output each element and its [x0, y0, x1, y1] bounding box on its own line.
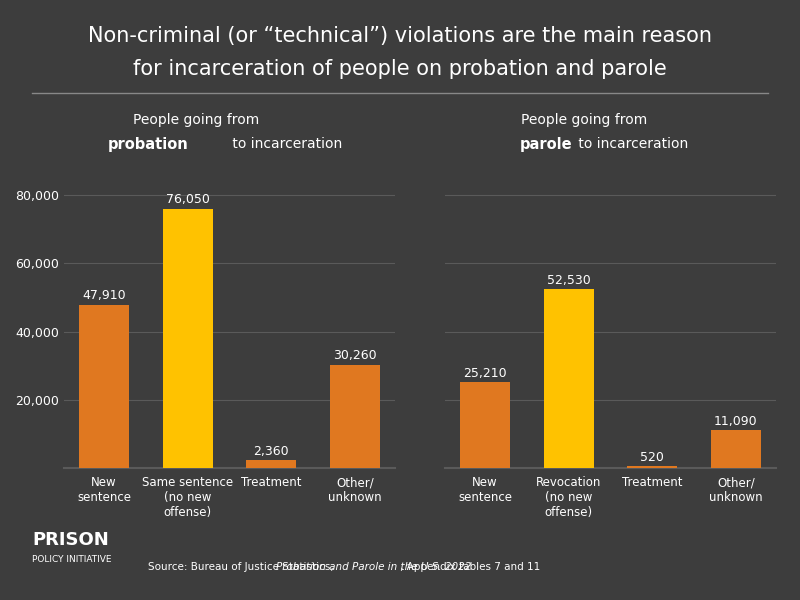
Text: 76,050: 76,050 [166, 193, 210, 206]
Text: Non-criminal (or “technical”) violations are the main reason: Non-criminal (or “technical”) violations… [88, 26, 712, 46]
Text: 25,210: 25,210 [463, 367, 506, 380]
Text: 11,090: 11,090 [714, 415, 758, 428]
Text: Source: Bureau of Justice Statistics,: Source: Bureau of Justice Statistics, [148, 562, 337, 572]
Text: parole: parole [520, 136, 573, 151]
Text: People going from: People going from [133, 113, 259, 127]
Text: Probation and Parole in the U.S. 2022: Probation and Parole in the U.S. 2022 [276, 562, 471, 572]
Text: 520: 520 [640, 451, 664, 464]
Bar [246, 460, 297, 468]
Text: 2,360: 2,360 [254, 445, 290, 458]
Bar [79, 305, 130, 468]
Text: 52,530: 52,530 [546, 274, 590, 287]
Bar [460, 382, 510, 468]
Bar [543, 289, 594, 468]
Text: to incarceration: to incarceration [228, 137, 342, 151]
Text: 30,260: 30,260 [334, 349, 377, 362]
Bar [627, 466, 678, 468]
Text: probation: probation [108, 136, 188, 151]
Text: POLICY INITIATIVE: POLICY INITIATIVE [32, 554, 111, 564]
Text: PRISON: PRISON [32, 531, 109, 549]
Text: to incarceration: to incarceration [574, 137, 689, 151]
Bar [710, 430, 761, 468]
Bar [330, 365, 380, 468]
Bar [162, 209, 213, 468]
Text: for incarceration of people on probation and parole: for incarceration of people on probation… [133, 59, 667, 79]
Text: People going from: People going from [521, 113, 647, 127]
Text: , Appendix tables 7 and 11: , Appendix tables 7 and 11 [400, 562, 540, 572]
Text: 47,910: 47,910 [82, 289, 126, 302]
